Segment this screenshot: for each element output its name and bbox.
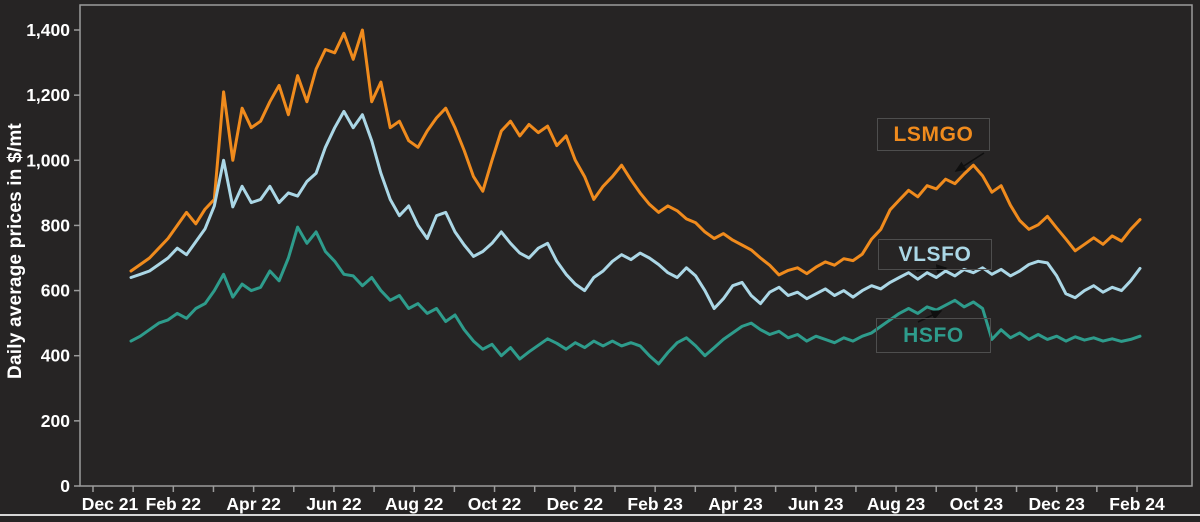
x-tick-label: Aug 23 — [867, 494, 926, 514]
lsmgo-arrow — [954, 152, 985, 172]
series-label-hsfo: HSFO — [876, 318, 991, 353]
x-tick-label: Dec 23 — [1028, 494, 1085, 514]
y-tick-label: 600 — [41, 281, 70, 301]
y-tick-label: 1,000 — [26, 150, 70, 170]
x-tick-label: Apr 23 — [708, 494, 763, 514]
x-tick-label: Oct 23 — [950, 494, 1004, 514]
x-tick-label: Jun 23 — [788, 494, 844, 514]
x-tick-label: Apr 22 — [226, 494, 281, 514]
x-tick-label: Feb 24 — [1109, 494, 1165, 514]
y-tick-label: 1,200 — [26, 85, 70, 105]
y-tick-label: 400 — [41, 346, 70, 366]
series-label-lsmgo: LSMGO — [877, 118, 990, 151]
x-tick-label: Jun 22 — [306, 494, 362, 514]
plot-frame — [79, 4, 1193, 487]
x-tick-label: Feb 23 — [627, 494, 683, 514]
series-label-lsmgo-text: LSMGO — [893, 122, 974, 146]
series-line-hsfo — [129, 225, 1142, 366]
hsfo-arrow — [917, 310, 943, 323]
y-tick-label: 200 — [41, 411, 70, 431]
x-tick-label: Oct 22 — [468, 494, 522, 514]
series-line-vlsfo — [129, 109, 1142, 310]
x-tick-label: Aug 22 — [385, 494, 444, 514]
series-label-hsfo-text: HSFO — [903, 323, 964, 347]
y-tick-label: 0 — [60, 476, 70, 496]
bottom-separator-line — [0, 514, 1200, 516]
x-tick-label: Feb 22 — [146, 494, 202, 514]
y-tick-label: 1,400 — [26, 20, 70, 40]
series-label-vlsfo: VLSFO — [878, 239, 992, 270]
y-tick-label: 800 — [41, 215, 70, 235]
series-line-lsmgo — [129, 28, 1142, 277]
x-tick-label: Dec 21 — [82, 494, 139, 514]
series-label-vlsfo-text: VLSFO — [898, 242, 972, 266]
x-tick-label: Dec 22 — [547, 494, 604, 514]
